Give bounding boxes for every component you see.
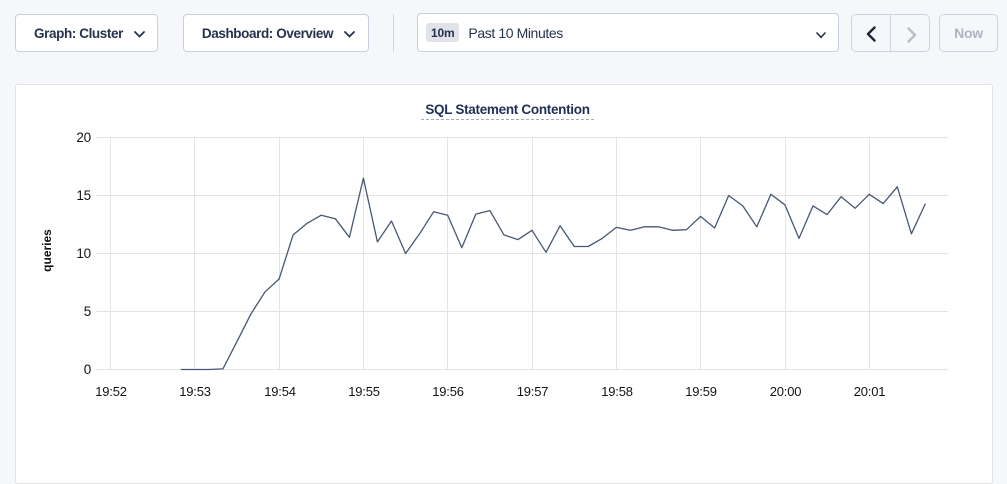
svg-text:5: 5 xyxy=(84,304,91,319)
svg-text:20: 20 xyxy=(76,130,91,145)
svg-text:19:59: 19:59 xyxy=(685,384,717,399)
svg-text:20:01: 20:01 xyxy=(854,384,886,399)
svg-text:queries: queries xyxy=(40,229,54,272)
svg-text:19:55: 19:55 xyxy=(348,384,380,399)
svg-text:15: 15 xyxy=(76,188,91,203)
svg-text:0: 0 xyxy=(84,362,91,377)
svg-text:19:57: 19:57 xyxy=(517,384,549,399)
svg-text:19:52: 19:52 xyxy=(95,384,127,399)
svg-text:19:53: 19:53 xyxy=(179,384,211,399)
svg-text:19:58: 19:58 xyxy=(601,384,633,399)
svg-text:19:54: 19:54 xyxy=(264,384,296,399)
svg-text:20:00: 20:00 xyxy=(770,384,802,399)
svg-text:10: 10 xyxy=(76,246,91,261)
svg-text:19:56: 19:56 xyxy=(432,384,464,399)
